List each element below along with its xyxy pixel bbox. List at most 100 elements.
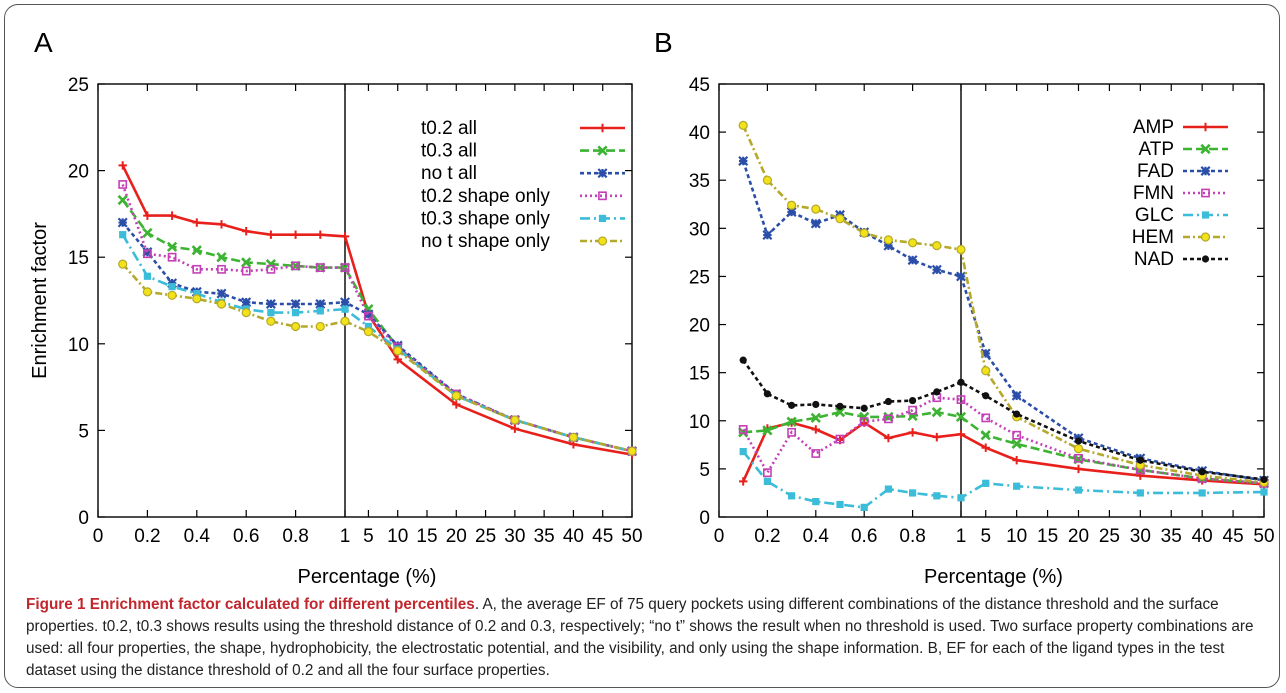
- data-point: [393, 355, 402, 364]
- data-point: [1074, 453, 1083, 463]
- data-point: [191, 245, 202, 256]
- data-point: [290, 298, 301, 309]
- legend-label: FMN: [1133, 183, 1174, 204]
- x-tick-label: 40: [1192, 526, 1213, 547]
- series-line: [121, 234, 633, 453]
- data-point: [980, 430, 991, 441]
- data-point: [1011, 438, 1022, 449]
- data-point: [1012, 430, 1022, 440]
- plot-frame: [97, 83, 633, 518]
- data-point: [216, 299, 227, 309]
- data-point: [291, 261, 300, 271]
- x-tick-label: 25: [475, 526, 496, 547]
- data-point: [315, 298, 326, 309]
- data-point: [216, 288, 227, 299]
- data-point: [451, 391, 461, 401]
- data-point: [1260, 475, 1268, 484]
- x-tick-label: 1: [956, 526, 967, 547]
- data-point: [340, 232, 350, 241]
- data-point: [739, 356, 747, 364]
- data-point: [835, 214, 845, 224]
- series-line: [742, 124, 1265, 484]
- data-point: [763, 390, 772, 398]
- data-point: [167, 211, 177, 220]
- x-tick-label: 5: [363, 526, 374, 547]
- data-point: [1074, 486, 1083, 494]
- data-point: [956, 395, 966, 405]
- data-point: [217, 264, 226, 274]
- y-tick-label: 15: [68, 248, 89, 269]
- data-point: [788, 401, 796, 409]
- y-tick-label: 35: [689, 171, 710, 192]
- x-tick-label: 10: [1006, 526, 1027, 547]
- x-tick-label: 30: [1130, 526, 1151, 547]
- data-point: [341, 305, 349, 313]
- data-point: [118, 180, 128, 189]
- legend-label: HEM: [1132, 227, 1174, 248]
- data-point: [168, 283, 176, 291]
- legend-label: t0.2 shape only: [421, 186, 550, 207]
- legend-label: t0.3 all: [421, 141, 477, 162]
- series-glc: [739, 447, 1268, 511]
- data-point: [810, 412, 821, 424]
- data-point: [810, 218, 821, 229]
- data-point: [216, 252, 227, 263]
- data-point: [1198, 468, 1206, 476]
- data-point: [117, 217, 128, 228]
- data-point: [267, 309, 275, 317]
- x-tick-label: 35: [534, 526, 555, 547]
- data-point: [192, 218, 201, 227]
- data-point: [811, 425, 820, 434]
- y-tick-label: 15: [689, 364, 710, 385]
- data-point: [786, 416, 797, 427]
- data-point: [241, 308, 251, 318]
- data-point: [860, 503, 868, 511]
- data-point: [762, 468, 772, 478]
- data-point: [981, 443, 990, 452]
- series-line: [741, 160, 1265, 482]
- data-point: [884, 485, 892, 493]
- x-tick-label: 1: [340, 526, 351, 547]
- data-point: [1073, 444, 1084, 454]
- data-point: [788, 492, 796, 500]
- data-point: [266, 264, 276, 274]
- y-tick-label: 0: [78, 508, 89, 529]
- series-no-t-shape-only: [118, 259, 637, 456]
- data-point: [1136, 489, 1144, 497]
- data-point: [193, 289, 201, 298]
- data-point: [908, 428, 917, 437]
- data-point: [1013, 410, 1021, 418]
- x-tick-label: 50: [621, 526, 642, 547]
- x-tick-label: 0.8: [282, 526, 308, 547]
- legend-marker: [1200, 166, 1211, 176]
- legend-label: NAD: [1134, 249, 1174, 270]
- x-tick-label: 0.8: [899, 526, 925, 547]
- data-point: [834, 406, 846, 418]
- data-point: [933, 492, 941, 500]
- data-point: [786, 200, 797, 210]
- y-tick-label: 20: [689, 316, 710, 337]
- x-tick-label: 50: [1253, 526, 1274, 547]
- legend-marker: [598, 191, 607, 201]
- data-point: [981, 366, 991, 376]
- data-point: [859, 228, 869, 238]
- data-point: [738, 120, 748, 130]
- x-tick-label: 45: [592, 526, 613, 547]
- legend-label: no t all: [421, 163, 477, 184]
- legend-label: t0.2 all: [421, 118, 477, 139]
- data-point: [955, 411, 967, 423]
- series-line: [742, 396, 1265, 485]
- data-point: [1011, 390, 1022, 401]
- plot-frame: [718, 83, 1265, 518]
- data-point: [738, 156, 749, 166]
- data-point: [118, 161, 127, 170]
- legend-label: FAD: [1137, 161, 1174, 182]
- data-point: [363, 327, 374, 337]
- legend-marker: [1200, 232, 1211, 242]
- data-point: [1198, 489, 1206, 497]
- data-point: [982, 392, 990, 400]
- x-tick-label: 0.6: [233, 526, 259, 547]
- data-point: [907, 255, 918, 266]
- data-point: [292, 309, 300, 317]
